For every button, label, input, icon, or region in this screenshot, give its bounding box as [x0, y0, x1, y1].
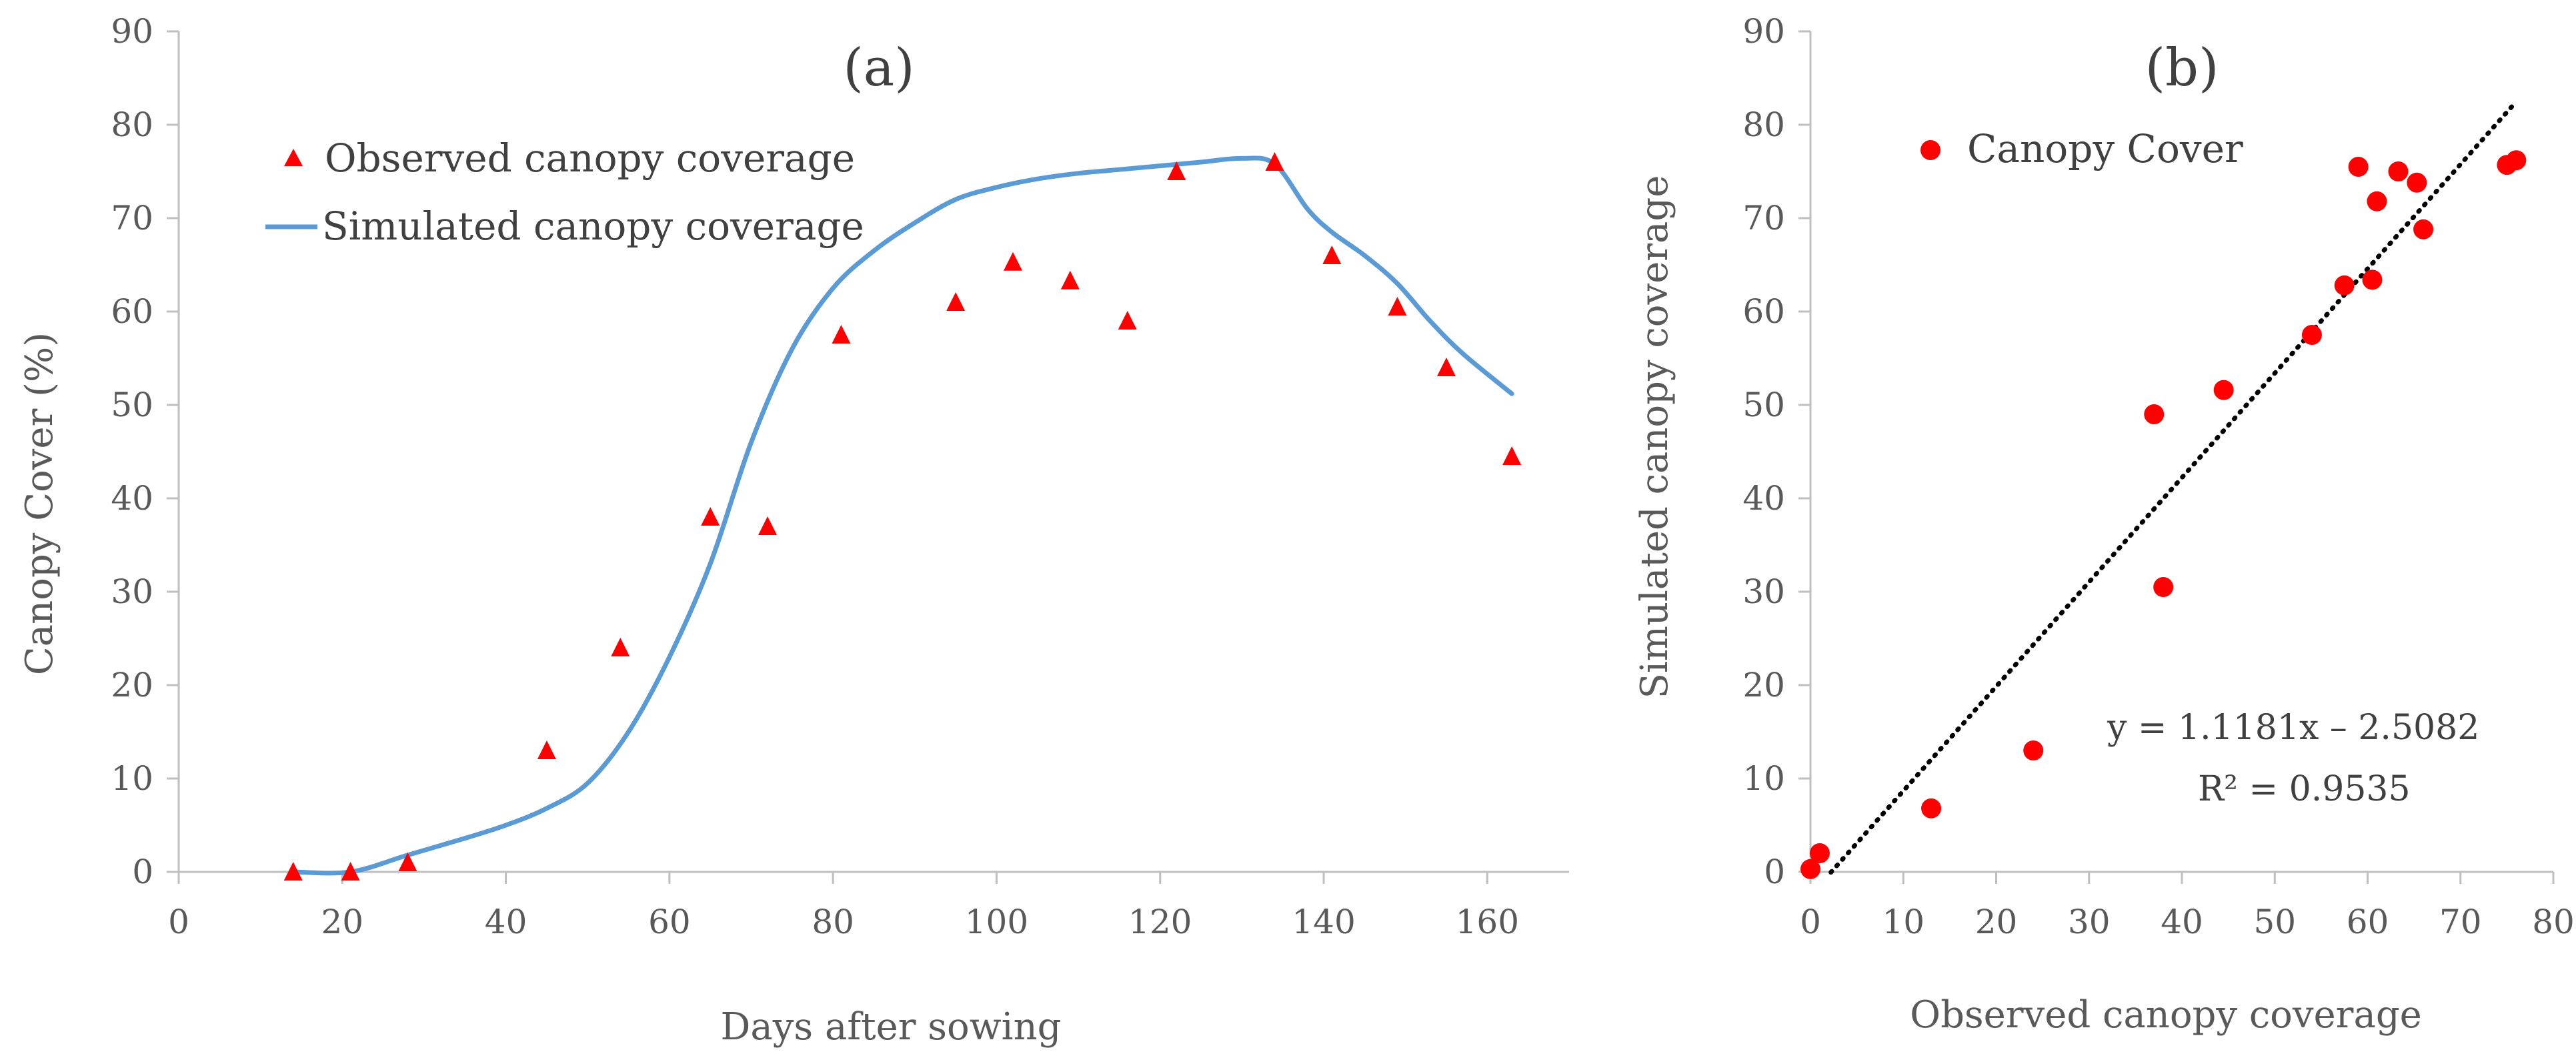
y-tick-label: 60 [1742, 292, 1785, 331]
canopy-cover-point [2362, 270, 2383, 290]
panel-a-x-ticks: 0 20 40 60 80 100 120 140 160 [168, 872, 1519, 941]
observed-triangle-marker [1502, 446, 1522, 465]
observed-triangle-marker [1388, 297, 1407, 316]
y-tick-label: 30 [111, 572, 153, 611]
x-tick-label: 70 [2439, 903, 2482, 941]
x-tick-label: 80 [2532, 903, 2575, 941]
y-tick-label: 20 [111, 666, 153, 704]
x-tick-label: 50 [2253, 903, 2296, 941]
x-tick-label: 0 [1800, 903, 1821, 941]
x-tick-label: 40 [2161, 903, 2203, 941]
observed-canopy-markers [283, 152, 1522, 881]
y-tick-label: 60 [111, 292, 153, 331]
x-tick-label: 160 [1456, 903, 1519, 941]
legend-circle-icon [1920, 140, 1941, 160]
y-tick-label: 80 [111, 105, 153, 144]
y-tick-label: 20 [1742, 666, 1785, 704]
panel-b-y-axis-title: Simulated canopy coverage [1633, 175, 1676, 699]
y-tick-label: 10 [111, 759, 153, 798]
panel-b-x-ticks: 0 10 20 30 40 50 60 70 80 [1800, 872, 2575, 941]
y-tick-label: 0 [132, 853, 153, 891]
canopy-cover-points [1800, 150, 2527, 879]
canopy-cover-point [2407, 172, 2427, 193]
canopy-cover-point [2153, 577, 2174, 597]
observed-triangle-marker [832, 325, 851, 344]
x-tick-label: 100 [965, 903, 1028, 941]
observed-triangle-marker [1060, 270, 1080, 290]
legend-canopy-cover-label: Canopy Cover [1967, 126, 2243, 171]
canopy-cover-point [2506, 150, 2527, 171]
y-tick-label: 10 [1742, 759, 1785, 798]
x-tick-label: 40 [485, 903, 527, 941]
observed-triangle-marker [1167, 161, 1186, 180]
canopy-cover-point [2301, 325, 2322, 345]
x-tick-label: 80 [812, 903, 854, 941]
observed-triangle-marker [537, 740, 556, 759]
y-tick-label: 0 [1764, 853, 1785, 891]
y-tick-label: 40 [1742, 479, 1785, 518]
observed-triangle-marker [946, 292, 966, 311]
canopy-cover-point [1809, 843, 1830, 863]
panel-a-label: (a) [843, 38, 914, 98]
observed-triangle-marker [1004, 251, 1022, 271]
canopy-cover-point [2213, 380, 2234, 400]
panel-a-legend: Observed canopy coverage Simulated canop… [265, 135, 864, 249]
y-tick-label: 90 [1742, 12, 1785, 51]
trendline [1828, 99, 2519, 875]
simulated-canopy-line [291, 155, 1514, 876]
canopy-cover-point [2388, 161, 2409, 181]
y-tick-label: 80 [1742, 105, 1785, 144]
panel-a-y-axis-title: Canopy Cover (%) [18, 332, 61, 675]
panel-b-label: (b) [2145, 38, 2219, 98]
canopy-cover-point [2023, 740, 2044, 760]
canopy-cover-point [2367, 191, 2387, 211]
observed-triangle-marker [1118, 311, 1137, 330]
observed-triangle-marker [758, 516, 778, 535]
y-tick-label: 70 [1742, 199, 1785, 237]
panel-b-x-axis-title: Observed canopy coverage [1910, 993, 2422, 1037]
observed-triangle-marker [611, 638, 630, 656]
observed-triangle-marker [701, 507, 720, 526]
x-tick-label: 30 [2068, 903, 2111, 941]
observed-triangle-marker [1265, 152, 1284, 171]
y-tick-label: 40 [111, 479, 153, 518]
canopy-cover-point [2348, 157, 2369, 177]
y-tick-label: 90 [111, 12, 153, 51]
x-tick-label: 60 [2347, 903, 2389, 941]
x-tick-label: 0 [168, 903, 189, 941]
panel-b-chart: 0 10 20 30 40 50 60 70 80 90 0 10 20 30 40 50 60 70 80 (b… [1633, 12, 2575, 1037]
x-tick-label: 120 [1128, 903, 1192, 941]
x-tick-label: 10 [1882, 903, 1924, 941]
observed-triangle-marker [341, 862, 360, 881]
x-tick-label: 20 [321, 903, 363, 941]
panel-a-x-axis-title: Days after sowing [721, 1005, 1062, 1049]
regression-equation: y = 1.1181x – 2.5082 [2107, 708, 2479, 748]
observed-triangle-marker [283, 862, 303, 881]
panel-b-legend: Canopy Cover [1920, 126, 2243, 171]
y-tick-label: 50 [1742, 386, 1785, 424]
y-tick-label: 30 [1742, 572, 1785, 611]
canopy-cover-point [2413, 219, 2434, 239]
legend-observed-label: Observed canopy coverage [325, 135, 855, 181]
y-tick-label: 70 [111, 199, 153, 237]
canopy-cover-point [2334, 275, 2355, 296]
y-tick-label: 50 [111, 386, 153, 424]
canopy-cover-point [2144, 404, 2165, 424]
canopy-cover-point [1921, 798, 1942, 819]
observed-triangle-marker [1322, 245, 1342, 264]
canopy-cover-point [1800, 859, 1820, 879]
x-tick-label: 140 [1292, 903, 1355, 941]
panel-b-y-ticks: 0 10 20 30 40 50 60 70 80 90 [1742, 12, 1810, 891]
observed-triangle-marker [398, 853, 417, 871]
x-tick-label: 60 [648, 903, 691, 941]
legend-triangle-icon [284, 149, 303, 166]
x-tick-label: 20 [1975, 903, 2018, 941]
panel-a-y-ticks: 0 10 20 30 40 50 60 70 80 90 [111, 12, 179, 891]
r-squared-value: R² = 0.9535 [2198, 769, 2411, 809]
legend-simulated-label: Simulated canopy coverage [322, 203, 864, 249]
observed-triangle-marker [1437, 358, 1456, 376]
panel-a-chart: 0 10 20 30 40 50 60 70 80 90 0 20 40 60 80 100 120 140 16… [18, 12, 1569, 1049]
